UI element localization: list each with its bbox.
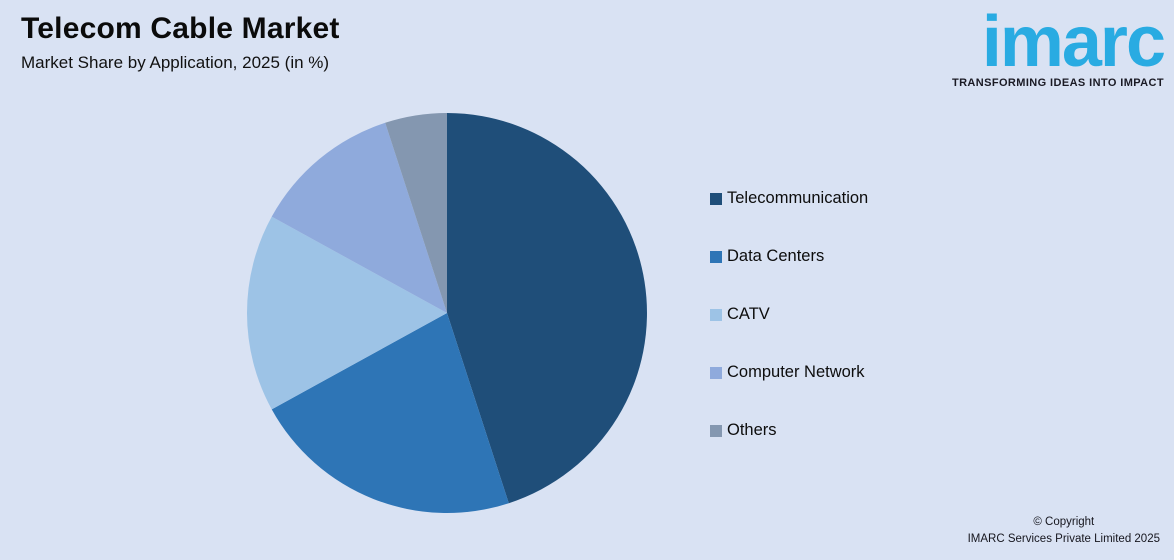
legend: Telecommunication Data Centers CATV Comp… xyxy=(710,187,868,442)
legend-swatch-others xyxy=(710,424,722,437)
copyright-line1: © Copyright xyxy=(1033,515,1095,528)
pie-slice-computer-network xyxy=(271,122,447,313)
legend-swatch-telecommunication xyxy=(710,192,722,205)
legend-item-telecommunication: Telecommunication xyxy=(710,187,868,210)
pie-chart xyxy=(227,93,667,533)
legend-label: Others xyxy=(727,421,777,439)
page-title: Telecom Cable Market xyxy=(21,12,340,45)
copyright-line2: IMARC Services Private Limited 2025 xyxy=(967,532,1160,545)
legend-swatch-catv xyxy=(710,308,722,321)
imarc-logo: imarc TRANSFORMING IDEAS INTO IMPACT xyxy=(924,0,1166,89)
imarc-logo-tagline: TRANSFORMING IDEAS INTO IMPACT xyxy=(951,76,1164,89)
legend-label: Computer Network xyxy=(727,363,865,381)
legend-label: Data Centers xyxy=(727,247,825,265)
legend-item-catv: CATV xyxy=(710,303,868,326)
header: Telecom Cable Market Market Share by App… xyxy=(21,12,340,73)
pie-chart-svg xyxy=(247,113,647,513)
copyright: © Copyright IMARC Services Private Limit… xyxy=(968,514,1160,549)
pie-slice-data-centers xyxy=(271,313,509,513)
legend-item-computer-network: Computer Network xyxy=(710,361,868,384)
pie-slice-others xyxy=(385,113,447,313)
legend-label: CATV xyxy=(727,305,770,323)
legend-label: Telecommunication xyxy=(727,189,869,207)
page-subtitle: Market Share by Application, 2025 (in %) xyxy=(21,52,330,72)
pie-slice-telecommunication xyxy=(447,113,647,504)
pie-slice-catv xyxy=(247,216,447,410)
legend-item-others: Others xyxy=(710,419,868,442)
imarc-logo-text: imarc xyxy=(981,2,1166,82)
legend-item-data-centers: Data Centers xyxy=(710,245,868,268)
legend-swatch-computer-network xyxy=(710,366,722,379)
legend-swatch-data-centers xyxy=(710,250,722,263)
